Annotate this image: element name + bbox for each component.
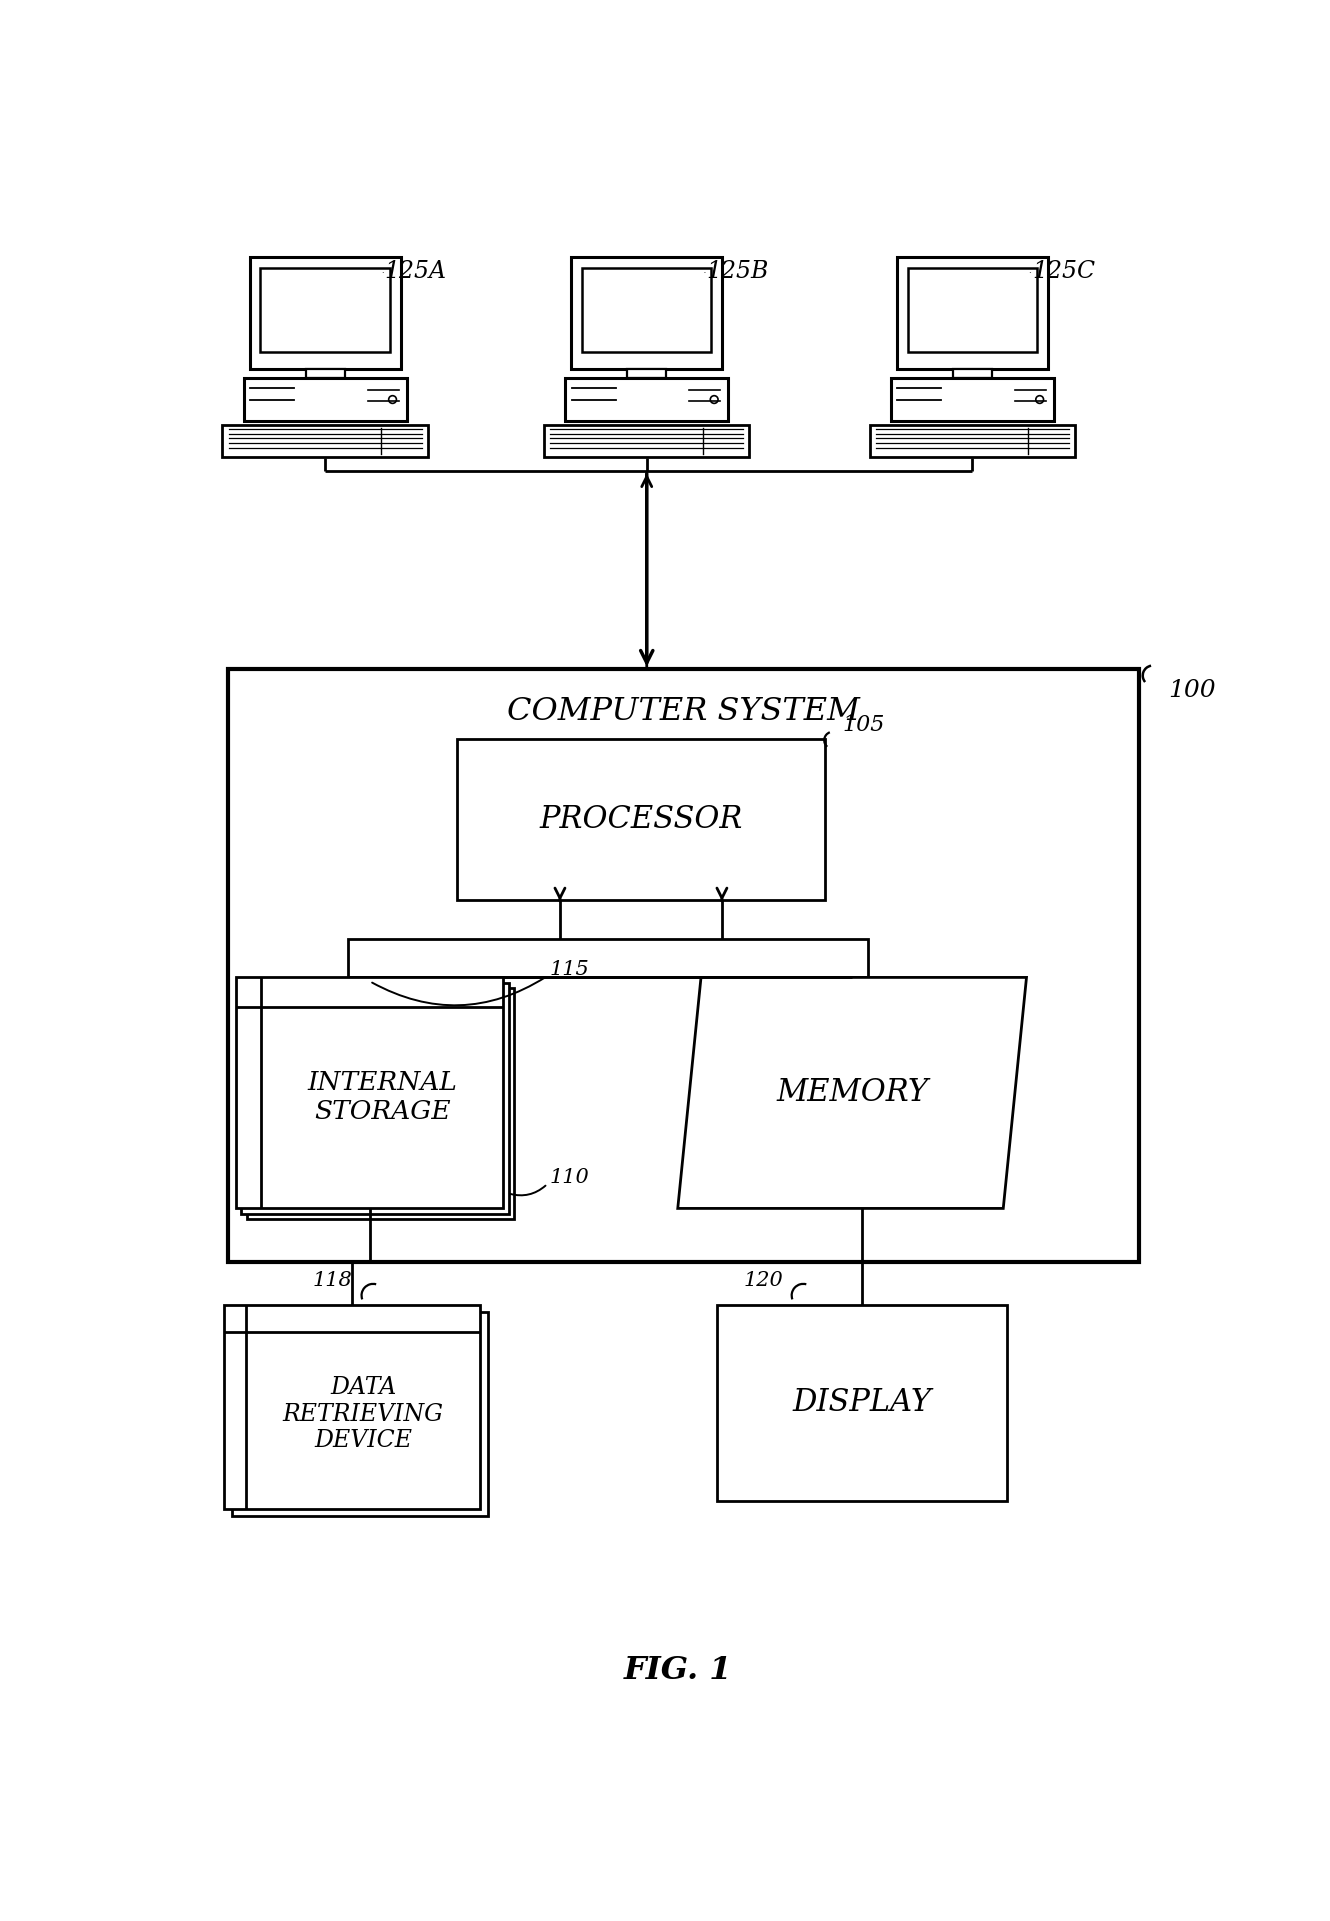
Circle shape [710,396,718,403]
Text: 105: 105 [842,715,884,736]
Text: INTERNAL
STORAGE: INTERNAL STORAGE [307,1070,458,1124]
Text: 125A: 125A [384,259,447,282]
Bar [261,269,390,352]
Text: 125C: 125C [1032,259,1095,282]
Text: DATA
RETRIEVING
DEVICE: DATA RETRIEVING DEVICE [282,1375,444,1452]
Bar [587,273,706,346]
Bar [265,273,386,346]
Text: COMPUTER SYSTEM: COMPUTER SYSTEM [507,695,861,728]
Bar [952,369,992,378]
Bar [242,984,509,1214]
Text: DISPLAY: DISPLAY [793,1387,931,1418]
Bar [229,669,1138,1262]
Text: 120: 120 [743,1270,783,1289]
Bar [348,939,867,978]
Bar [571,257,722,369]
Bar [250,257,400,369]
Bar [907,269,1037,352]
Bar [565,378,728,421]
Text: 125B: 125B [706,259,769,282]
Bar [628,369,666,378]
Bar [235,978,503,1208]
Text: FIG. 1: FIG. 1 [624,1654,732,1687]
Text: 115: 115 [549,960,589,980]
Text: PROCESSOR: PROCESSOR [539,805,742,836]
Bar [896,257,1048,369]
Bar [233,1312,488,1516]
Bar [891,378,1053,421]
Bar [306,369,344,378]
Circle shape [1036,396,1044,403]
Bar [458,740,825,901]
Bar [243,378,407,421]
Circle shape [388,396,396,403]
Bar [247,987,515,1220]
Polygon shape [678,978,1027,1208]
Bar [544,425,749,457]
Text: 110: 110 [549,1168,589,1187]
Bar [583,269,712,352]
Text: MEMORY: MEMORY [777,1078,928,1108]
Text: 118: 118 [313,1270,352,1289]
Bar [225,1304,480,1508]
Text: 100: 100 [1168,680,1216,703]
Bar [717,1304,1007,1500]
Bar [912,273,1032,346]
Bar [222,425,428,457]
Bar [870,425,1075,457]
